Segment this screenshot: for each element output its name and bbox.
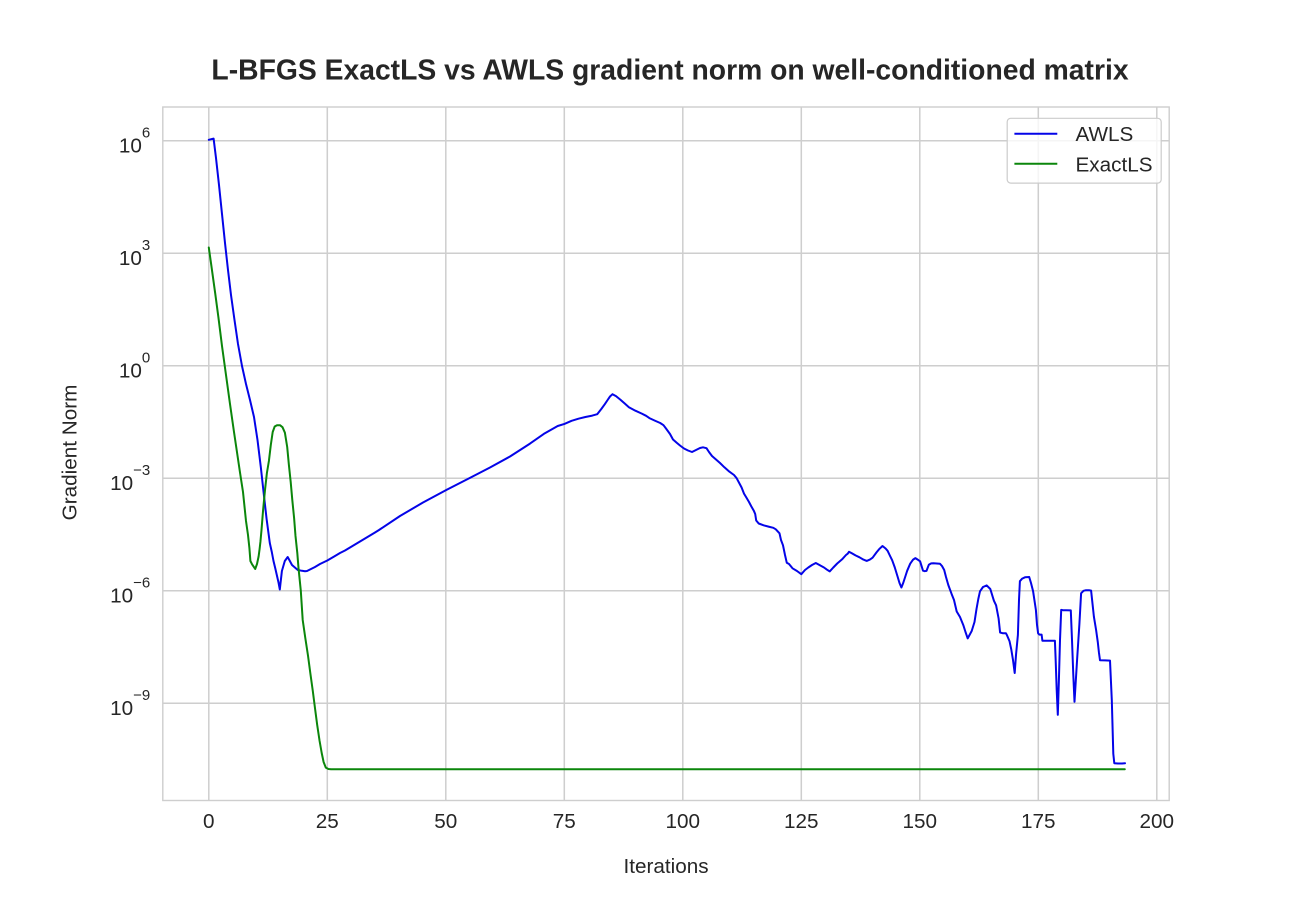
svg-text:75: 75 [553,810,576,833]
svg-text:100: 100 [666,810,701,833]
svg-text:0: 0 [203,810,215,833]
svg-text:50: 50 [434,810,457,833]
svg-text:175: 175 [1021,810,1056,833]
svg-text:Gradient Norm: Gradient Norm [59,385,82,521]
svg-text:Iterations: Iterations [623,855,708,878]
svg-text:125: 125 [784,810,819,833]
svg-text:AWLS: AWLS [1076,123,1134,146]
svg-text:200: 200 [1140,810,1175,833]
svg-text:150: 150 [903,810,938,833]
svg-text:25: 25 [316,810,339,833]
svg-text:ExactLS: ExactLS [1076,153,1153,176]
svg-text:L-BFGS ExactLS vs AWLS gradien: L-BFGS ExactLS vs AWLS gradient norm on … [211,54,1128,86]
